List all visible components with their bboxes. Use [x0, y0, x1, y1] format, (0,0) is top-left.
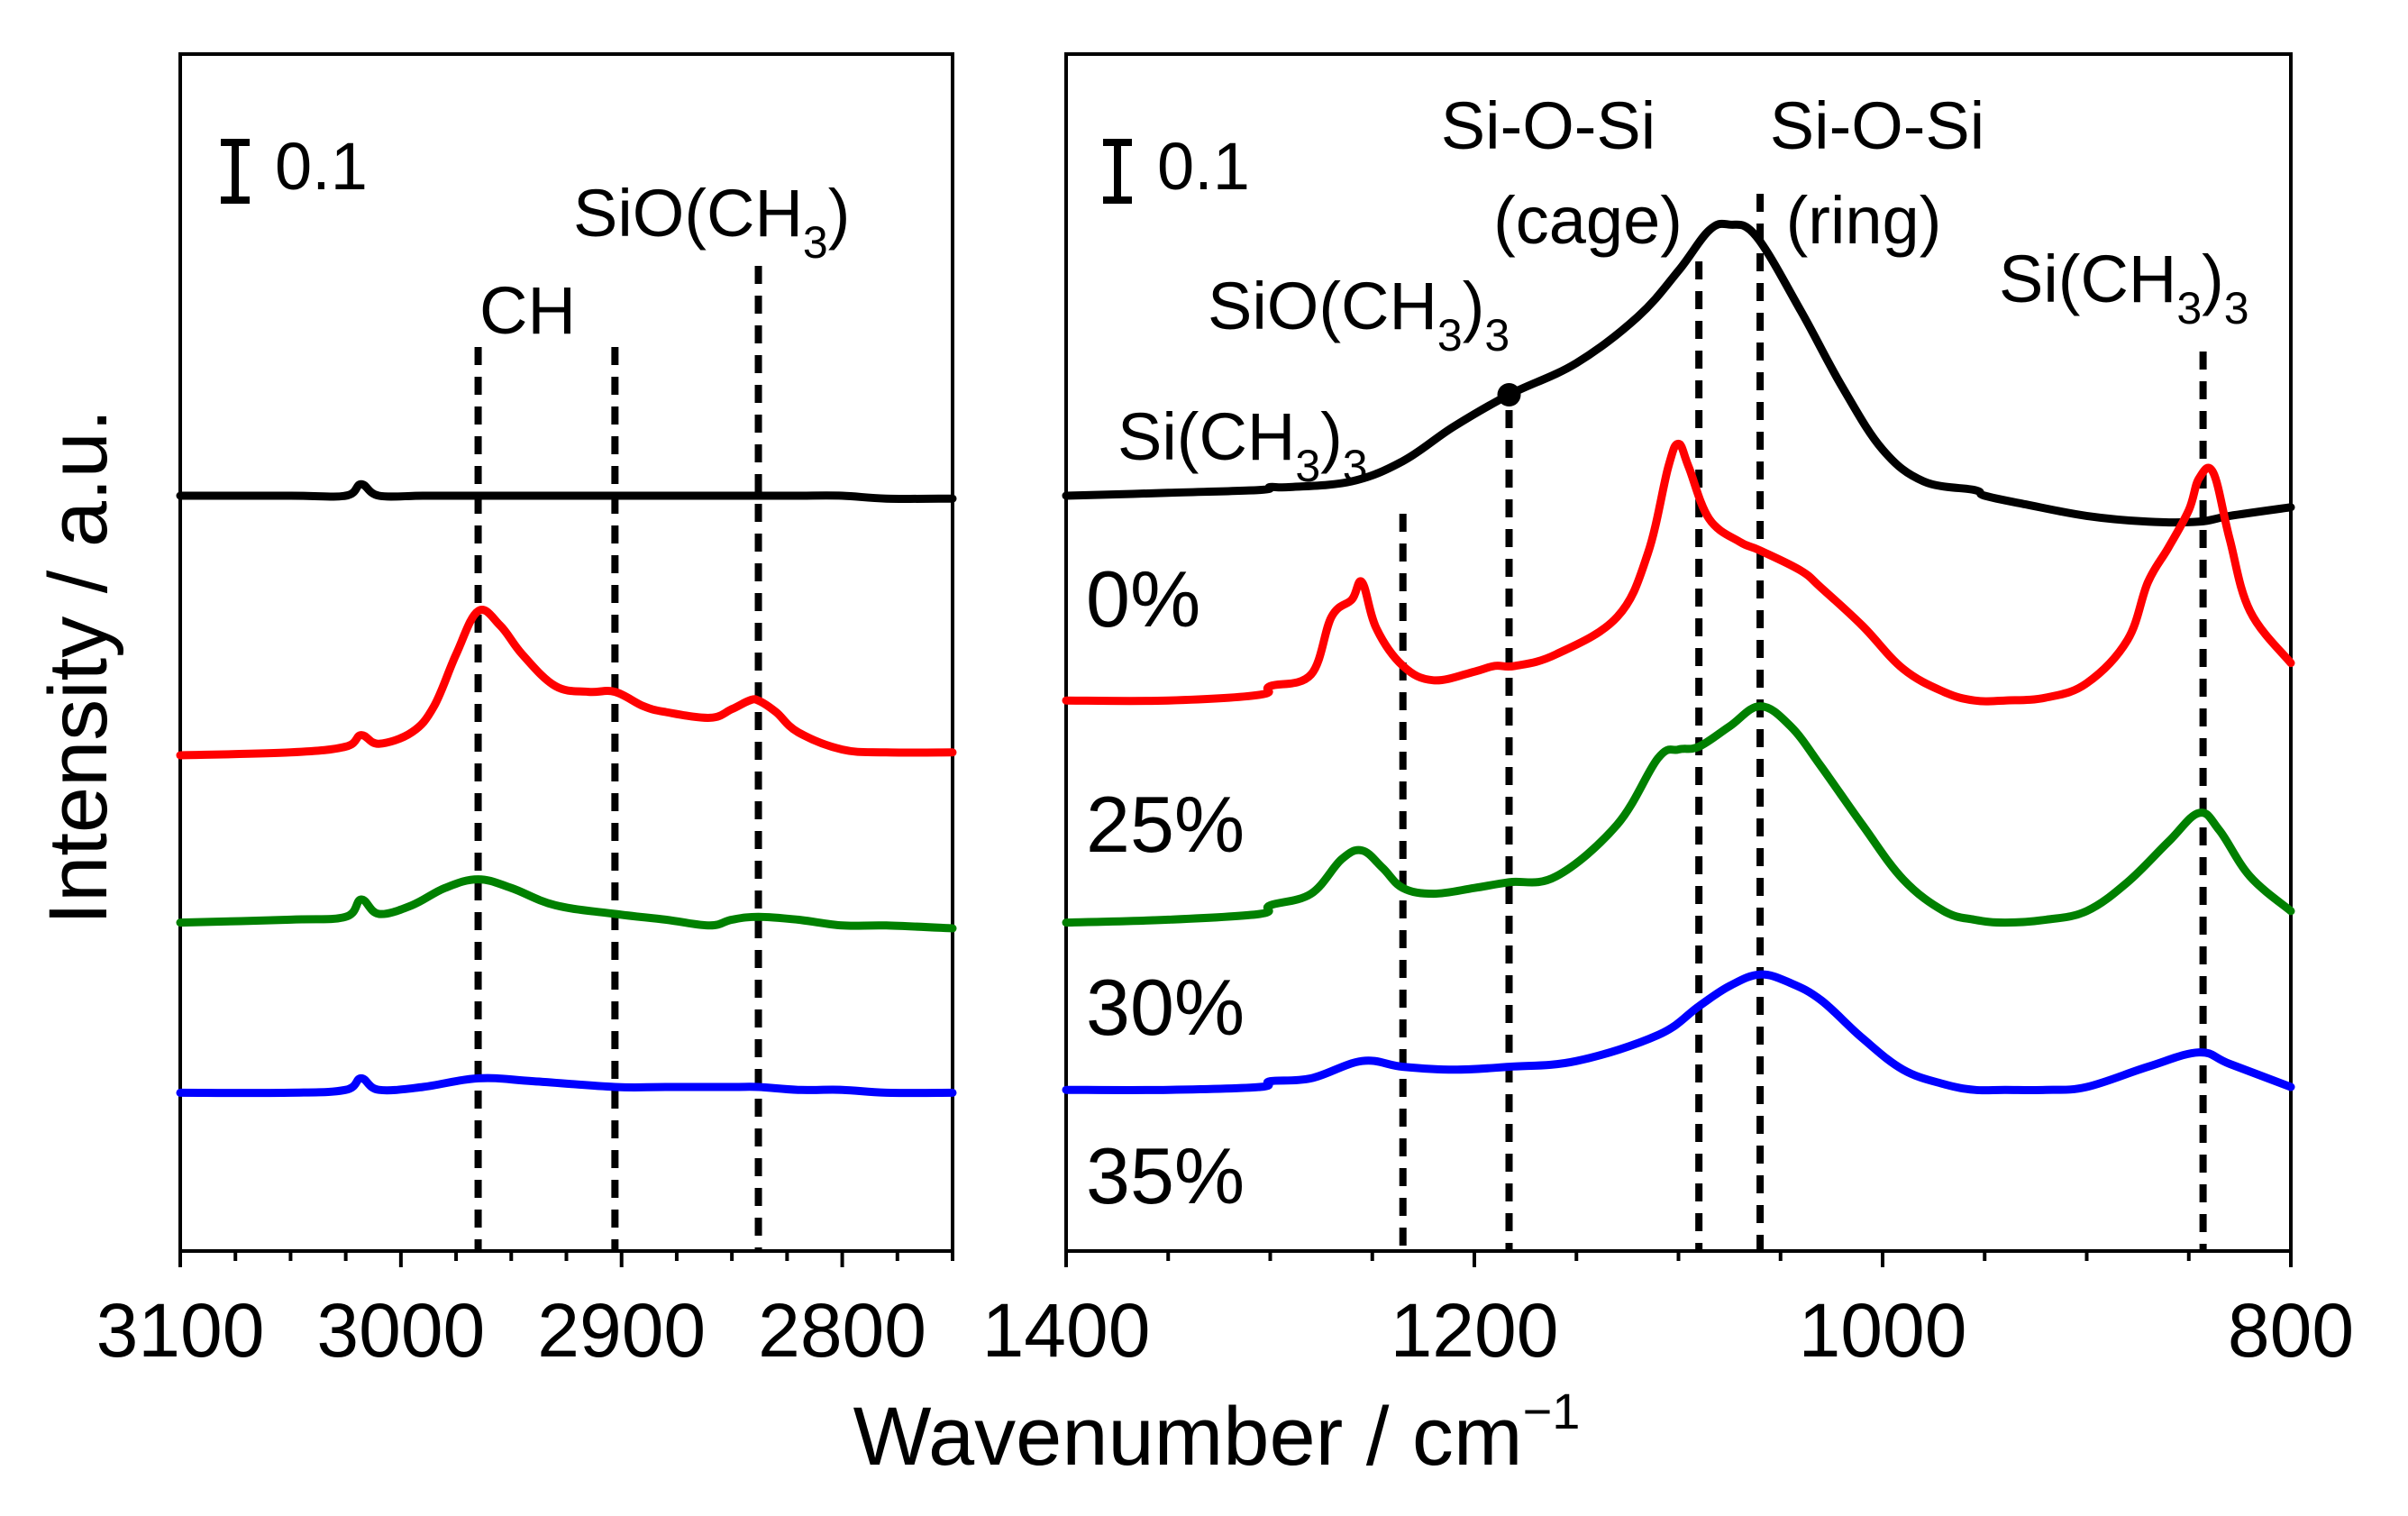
series-label-25: 25%	[1086, 780, 1245, 869]
x-tick-label-left-3: 2800	[758, 1288, 926, 1373]
x-axis-title: Wavenumber / cm−1	[853, 1383, 1581, 1483]
series-label-0: 0%	[1086, 554, 1200, 644]
left-panel: 3100 3000 2900 2800 0.1 CH SiO(CH3)	[96, 52, 957, 1373]
left-peak-markers	[474, 266, 762, 1251]
right-annotation-sios-cage-line1: Si-O-Si	[1441, 88, 1656, 163]
right-peak-markers	[1399, 194, 2207, 1251]
right-scale-bar: 0.1	[1103, 129, 1250, 204]
right-annotation-sios-ring-line1: Si-O-Si	[1770, 88, 1984, 163]
right-panel: 1400 1200 1000 800 0.1 Si(CH3)3 SiO(CH3)3 S…	[982, 52, 2354, 1373]
x-axis-title-exponent: −1	[1523, 1383, 1581, 1439]
left-annotation-sioch3: SiO(CH3)	[573, 176, 850, 268]
spectrum-left-30pct	[176, 875, 957, 933]
sioch3-point-marker	[1497, 383, 1521, 406]
y-axis-title: Intensity / a.u.	[32, 409, 124, 926]
x-axis-title-main: Wavenumber / cm	[853, 1391, 1523, 1483]
left-spectra	[176, 479, 957, 1098]
left-scale-bar: 0.1	[221, 129, 368, 204]
x-tick-label-right-0: 1400	[982, 1288, 1151, 1373]
series-label-30: 30%	[1086, 963, 1245, 1052]
spectrum-left-0pct	[176, 479, 957, 503]
spectrum-left-25pct	[176, 606, 957, 760]
right-annotation-sich3-1: Si(CH3)3	[1117, 399, 1368, 491]
right-annotation-sioch3: SiO(CH3)3	[1208, 269, 1510, 361]
left-x-ticks: 3100 3000 2900 2800	[96, 1251, 954, 1373]
right-annotation-sios-ring-line2: (ring)	[1786, 183, 1942, 258]
right-x-ticks: 1400 1200 1000 800	[982, 1251, 2354, 1373]
x-tick-label-left-1: 3000	[316, 1288, 485, 1373]
spectrum-left-35pct	[176, 1073, 957, 1098]
x-tick-label-right-3: 800	[2228, 1288, 2354, 1373]
x-tick-label-left-2: 2900	[537, 1288, 706, 1373]
right-annotation-sios-cage-line2: (cage)	[1493, 183, 1683, 258]
spectrum-right-35pct	[1062, 970, 2295, 1095]
x-tick-label-right-1: 1200	[1391, 1288, 1559, 1373]
spectrum-right-30pct	[1062, 702, 2295, 927]
spectrum-right-0pct	[1062, 219, 2295, 527]
right-spectra	[1062, 219, 2295, 1095]
left-scale-bar-label: 0.1	[275, 129, 368, 204]
spectrum-right-25pct	[1062, 439, 2295, 706]
series-label-35: 35%	[1086, 1131, 1245, 1220]
right-annotation-sich3-2: Si(CH3)3	[1999, 242, 2249, 333]
right-scale-bar-label: 0.1	[1157, 129, 1250, 204]
x-tick-label-right-2: 1000	[1799, 1288, 1967, 1373]
left-annotation-ch: CH	[479, 273, 576, 348]
x-tick-label-left-0: 3100	[96, 1288, 265, 1373]
